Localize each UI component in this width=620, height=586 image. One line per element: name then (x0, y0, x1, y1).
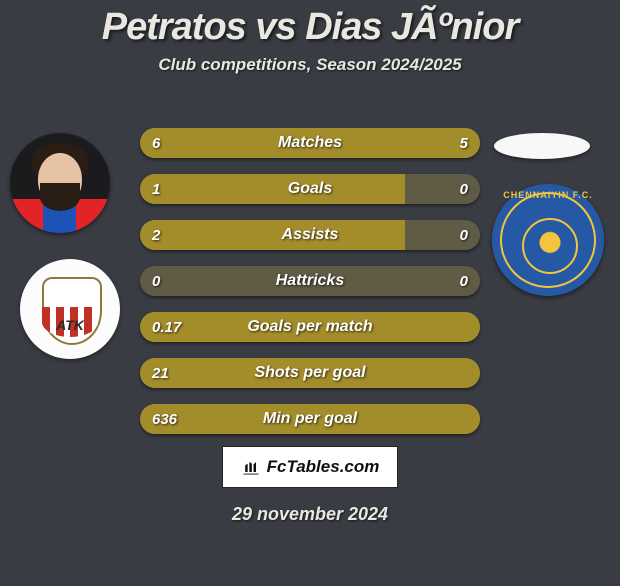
club-right-label: CHENNAIYIN F.C. (492, 190, 604, 200)
stat-row: 10Goals (140, 174, 480, 204)
stat-value-right: 0 (460, 266, 468, 296)
stat-value-left: 6 (152, 128, 160, 158)
club-right-badge: CHENNAIYIN F.C. (492, 184, 604, 296)
page-subtitle: Club competitions, Season 2024/2025 (0, 55, 620, 75)
stat-row: 0.17Goals per match (140, 312, 480, 342)
stat-value-left: 21 (152, 358, 169, 388)
stat-fill-left (140, 174, 405, 204)
club-left-label: ATK (20, 317, 120, 333)
stat-fill-left (140, 220, 405, 250)
stat-fill-left (140, 404, 480, 434)
stat-fill-left (140, 358, 480, 388)
stat-value-left: 636 (152, 404, 177, 434)
stat-fill-left (140, 312, 480, 342)
stat-row: 65Matches (140, 128, 480, 158)
player-right-avatar (494, 133, 590, 159)
stat-value-right: 5 (460, 128, 468, 158)
stat-bars: 65Matches10Goals20Assists00Hattricks0.17… (140, 128, 480, 450)
stat-value-right: 0 (460, 174, 468, 204)
stat-value-left: 0.17 (152, 312, 181, 342)
player-left-avatar (10, 133, 110, 233)
stat-row: 20Assists (140, 220, 480, 250)
stat-fill-left (140, 128, 327, 158)
brand-text: FcTables.com (267, 457, 380, 477)
stat-value-left: 1 (152, 174, 160, 204)
stat-row: 636Min per goal (140, 404, 480, 434)
stat-row: 00Hattricks (140, 266, 480, 296)
chart-icon (241, 457, 261, 477)
page-title: Petratos vs Dias JÃºnior (0, 6, 620, 49)
club-left-badge: ATK (20, 259, 120, 359)
stat-value-left: 0 (152, 266, 160, 296)
stat-value-right: 0 (460, 220, 468, 250)
brand-badge: FcTables.com (222, 446, 398, 488)
footer-date: 29 november 2024 (0, 504, 620, 525)
stat-value-left: 2 (152, 220, 160, 250)
stat-fill-right (327, 128, 480, 158)
stat-row: 21Shots per goal (140, 358, 480, 388)
